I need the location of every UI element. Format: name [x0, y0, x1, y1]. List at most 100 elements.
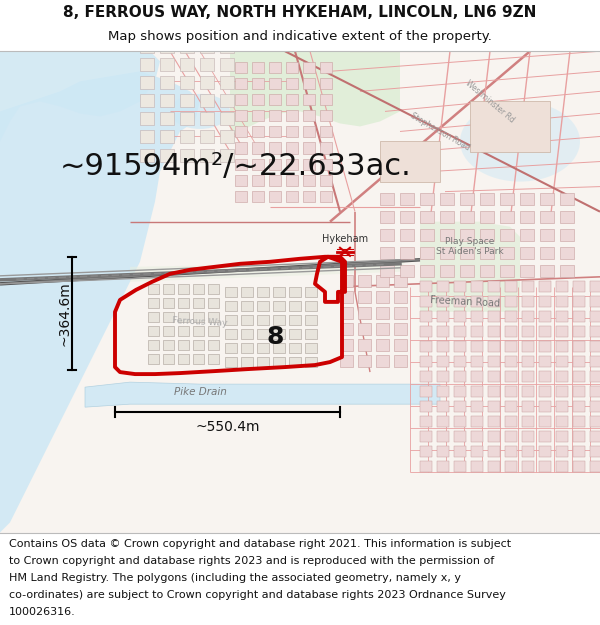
Bar	[573, 341, 585, 352]
Bar	[440, 265, 454, 277]
Bar	[454, 326, 466, 337]
Bar	[208, 326, 219, 336]
Bar	[471, 356, 483, 367]
Bar	[454, 281, 466, 292]
Bar	[235, 159, 247, 169]
Bar	[358, 355, 371, 367]
Bar	[303, 191, 315, 202]
Bar	[460, 247, 474, 259]
Bar	[470, 101, 550, 151]
Bar	[160, 58, 174, 71]
Bar	[178, 298, 189, 308]
Text: 100026316.: 100026316.	[9, 608, 76, 618]
Bar	[471, 311, 483, 322]
Bar	[454, 431, 466, 442]
Bar	[488, 326, 500, 337]
Bar	[269, 111, 281, 121]
Bar	[590, 356, 600, 367]
Bar	[573, 446, 585, 458]
Bar	[488, 341, 500, 352]
Bar	[269, 94, 281, 106]
Bar	[420, 311, 432, 322]
Bar	[505, 386, 517, 397]
Bar	[539, 281, 551, 292]
Bar	[269, 78, 281, 89]
Bar	[480, 265, 494, 277]
Bar	[200, 76, 214, 89]
Bar	[193, 326, 204, 336]
Bar	[252, 191, 264, 202]
Bar	[500, 229, 514, 241]
Bar	[273, 357, 285, 367]
Bar	[520, 211, 534, 222]
Bar	[208, 284, 219, 294]
Bar	[320, 191, 332, 202]
Bar	[140, 112, 154, 126]
Bar	[200, 131, 214, 144]
Bar	[269, 159, 281, 169]
Bar	[225, 357, 237, 367]
Bar	[488, 386, 500, 397]
Bar	[488, 416, 500, 428]
Bar	[269, 62, 281, 73]
Bar	[420, 386, 432, 397]
Bar	[420, 371, 432, 382]
Bar	[394, 307, 407, 319]
Bar	[522, 311, 534, 322]
Text: Map shows position and indicative extent of the property.: Map shows position and indicative extent…	[108, 31, 492, 43]
Bar	[208, 298, 219, 308]
Bar	[522, 356, 534, 367]
Bar	[225, 301, 237, 311]
Bar	[522, 401, 534, 412]
Bar	[505, 326, 517, 337]
Bar	[437, 281, 449, 292]
Bar	[420, 356, 432, 367]
Bar	[590, 461, 600, 472]
Bar	[225, 315, 237, 325]
Bar	[590, 431, 600, 442]
Bar	[471, 281, 483, 292]
Bar	[420, 341, 432, 352]
Bar	[180, 94, 194, 108]
Bar	[193, 340, 204, 350]
Bar	[178, 354, 189, 364]
Bar	[522, 431, 534, 442]
Bar	[320, 111, 332, 121]
Bar	[235, 62, 247, 73]
Bar	[289, 329, 301, 339]
Bar	[539, 326, 551, 337]
Bar	[420, 401, 432, 412]
Bar	[590, 281, 600, 292]
Bar	[500, 211, 514, 222]
Bar	[540, 265, 554, 277]
Bar	[522, 461, 534, 472]
Bar	[400, 192, 414, 204]
Bar	[160, 149, 174, 161]
Bar	[140, 58, 154, 71]
Bar	[590, 341, 600, 352]
Bar	[500, 265, 514, 277]
Bar	[225, 343, 237, 353]
Bar	[556, 446, 568, 458]
Bar	[220, 149, 234, 161]
Text: 8: 8	[266, 325, 284, 349]
Bar	[252, 78, 264, 89]
Ellipse shape	[170, 94, 230, 129]
Bar	[286, 126, 298, 138]
Bar	[257, 357, 269, 367]
Bar	[257, 343, 269, 353]
Bar	[235, 126, 247, 138]
Bar	[140, 131, 154, 144]
Polygon shape	[0, 71, 200, 532]
Bar	[193, 284, 204, 294]
Bar	[522, 416, 534, 428]
Bar	[257, 301, 269, 311]
Bar	[437, 461, 449, 472]
Bar	[305, 287, 317, 297]
Bar	[556, 416, 568, 428]
Bar	[471, 326, 483, 337]
Text: Ferrous Way: Ferrous Way	[172, 316, 228, 328]
Bar	[320, 78, 332, 89]
Bar	[440, 192, 454, 204]
Bar	[420, 247, 434, 259]
